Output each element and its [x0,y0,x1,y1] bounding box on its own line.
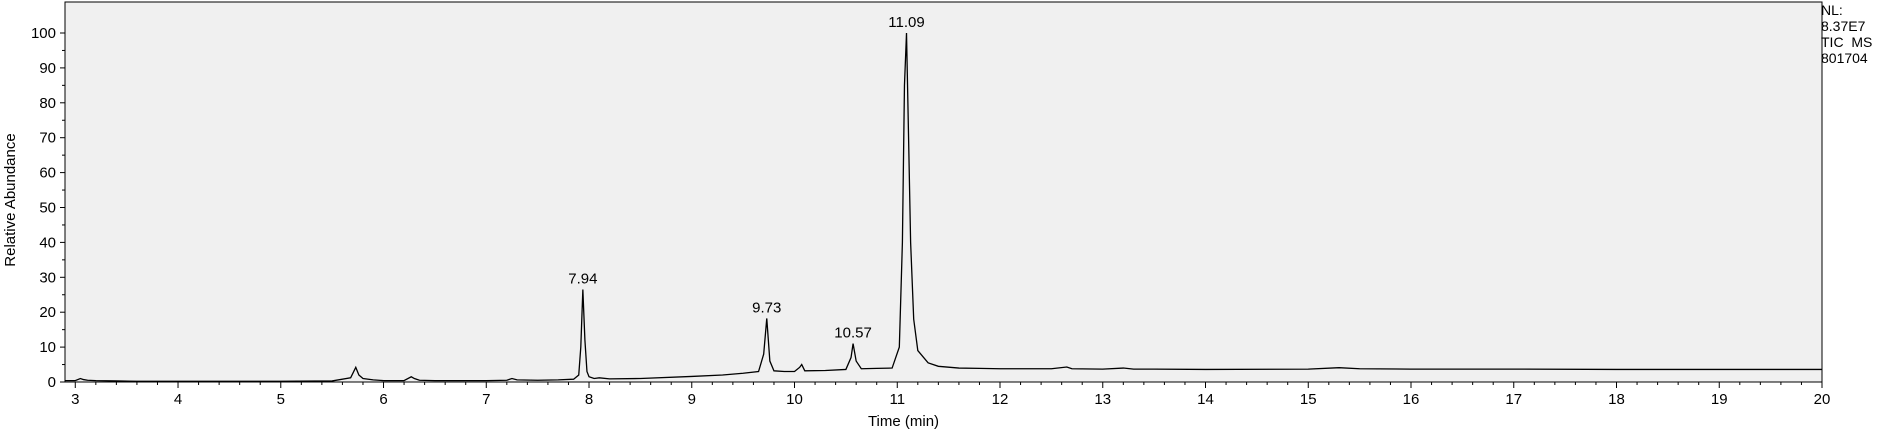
y-tick-label: 40 [39,234,56,251]
y-tick-label: 90 [39,60,56,77]
x-tick-label: 17 [1505,391,1522,408]
y-tick-label: 80 [39,95,56,112]
x-tick-label: 9 [688,391,696,408]
peak-label: 10.57 [834,325,872,342]
tic-trace-line [65,32,1822,382]
x-tick-label: 5 [277,391,285,408]
x-tick-label: 3 [71,391,79,408]
x-tick-label: 16 [1403,391,1420,408]
x-tick-label: 14 [1197,391,1214,408]
x-tick-label: 18 [1608,391,1625,408]
peak-label: 7.94 [568,271,597,288]
x-tick-label: 11 [889,391,905,408]
x-tick-label: 20 [1814,391,1831,408]
x-tick-label: 8 [585,391,593,408]
x-tick-label: 13 [1094,391,1111,408]
info-line: 801704 [1821,50,1868,66]
x-tick-label: 6 [379,391,387,408]
y-tick-label: 10 [39,339,56,356]
y-tick-label: 20 [39,304,56,321]
peak-label: 11.09 [888,14,924,31]
y-tick-label: 50 [39,200,56,217]
x-tick-label: 15 [1300,391,1317,408]
x-tick-label: 12 [992,391,1009,408]
x-axis: 3 4 5 6 7 8 9 10 11 12 13 14 15 16 17 18 19 20 [71,382,1830,408]
y-tick-label: 60 [39,165,56,182]
x-tick-label: 10 [786,391,803,408]
y-axis-title: Relative Abundance [2,133,19,266]
y-tick-label: 100 [31,25,56,42]
info-line: TIC MS [1821,34,1873,50]
x-tick-label: 7 [482,391,490,408]
x-axis-title: Time (min) [868,413,939,430]
plot-area [64,1,1823,383]
y-tick-label: 70 [39,130,56,147]
peak-labels: 7.94 9.73 10.57 11.09 [568,14,924,342]
info-line: NL: [1821,2,1843,18]
y-tick-label: 30 [39,269,56,286]
x-tick-label: 19 [1711,391,1728,408]
peak-label: 9.73 [752,299,781,316]
y-tick-label: 0 [48,374,56,391]
y-axis: 0 10 20 30 40 50 60 70 80 90 100 [31,25,65,391]
info-line: 8.37E7 [1821,18,1866,34]
x-tick-label: 4 [174,391,182,408]
